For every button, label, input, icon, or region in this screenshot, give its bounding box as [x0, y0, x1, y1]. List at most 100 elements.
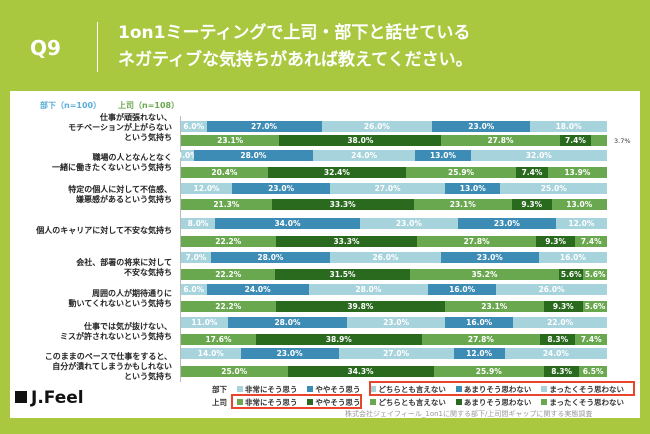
- bar-segment: 28.0%: [193, 150, 314, 161]
- bar-segment: 27.8%: [417, 236, 536, 247]
- category-label: このままのペースで仕事をすると、 自分が潰れてしまうかもしれない という気持ち: [44, 352, 172, 381]
- bar-segment: 16.0%: [428, 284, 497, 295]
- bar-segment: 24.0%: [504, 348, 607, 359]
- bar-segment: 13.0%: [551, 199, 607, 210]
- category-label: 特定の個人に対して不信感、 嫌悪感があるという気持ち: [68, 185, 172, 204]
- bar-segment: 23.1%: [445, 301, 544, 312]
- bar-segment: 23.0%: [359, 218, 458, 229]
- subordinate-bar: 6.0% 24.0% 28.0% 16.0% 26.0%: [181, 284, 607, 295]
- bar-segment: 23.0%: [347, 317, 446, 328]
- bar-segment: 23.1%: [181, 135, 280, 146]
- legend-subordinate: 部下 非常にそう思う ややそう思う どちらとも言えない あまりそう思わない まったくそう思…: [212, 384, 624, 395]
- subordinate-bar: 14.0% 23.0% 27.0% 12.0% 24.0%: [181, 348, 607, 359]
- legend-boss: 上司 非常にそう思う ややそう思う どちらとも言えない あまりそう思わない まったくそう思…: [212, 397, 624, 408]
- group-label-subordinate: 部下（n=100）: [40, 101, 102, 110]
- subordinate-bar: 7.0% 28.0% 26.0% 23.0% 16.0%: [181, 252, 607, 263]
- bar-segment: 24.0%: [206, 284, 309, 295]
- bar-segment: 7.4%: [575, 236, 607, 247]
- bar-segment: 33.3%: [271, 199, 414, 210]
- divider: [97, 22, 98, 72]
- bar-segment: 20.4%: [181, 167, 268, 178]
- bar-segment: 7.4%: [516, 167, 548, 178]
- bar-segment: 26.0%: [330, 252, 441, 263]
- bar-segment: 21.3%: [181, 199, 272, 210]
- bar-segment: 22.2%: [181, 236, 276, 247]
- category-label: 職場の人となんとなく 一緒に働きたくないという気持ち: [52, 153, 172, 172]
- bar-segment: 7.0%: [181, 252, 211, 263]
- bar-segment: 5.6%: [583, 301, 607, 312]
- bar-segment: 8.0%: [181, 218, 216, 229]
- legend-item: 非常にそう思う: [237, 397, 297, 408]
- bar-segment: 27.0%: [330, 183, 446, 194]
- bar-segment: 25.0%: [181, 366, 288, 377]
- legend-item: あまりそう思わない: [455, 397, 531, 408]
- bar-segment: 35.2%: [409, 269, 560, 280]
- category-label: 仕事では気が抜けない、 ミスが許されないという気持ち: [60, 322, 172, 341]
- subordinate-bar: 6.0% 27.0% 26.0% 23.0% 18.0%: [181, 121, 607, 132]
- bar-segment: 5.6%: [583, 269, 608, 280]
- bar-segment: 22.2%: [181, 269, 276, 280]
- bar-segment: 23.0%: [432, 121, 531, 132]
- bar-segment: 8.3%: [540, 334, 576, 345]
- title-line-2: ネガティブな気持ちがあれば教えてください。: [118, 50, 473, 70]
- outside-value-label: 3.7%: [614, 137, 631, 145]
- legend-item: 非常にそう思う: [237, 384, 297, 395]
- bar-segment: 27.0%: [206, 121, 322, 132]
- category-label: 仕事が頑張れない、 モチベーションが上がらない という気持ち: [68, 113, 172, 142]
- bar-segment: 13.0%: [445, 183, 501, 194]
- bar-segment: 39.8%: [275, 301, 446, 312]
- logo-text: J.Feel: [31, 388, 84, 408]
- bar-segment: 22.2%: [181, 301, 276, 312]
- boss-bar: 23.1% 38.0% 27.8% 7.4%: [181, 135, 607, 146]
- bar-segment: 27.8%: [441, 135, 560, 146]
- boss-bar: 25.0% 34.3% 25.9% 8.3% 6.5%: [181, 366, 607, 377]
- legend-item: ややそう思う: [307, 397, 360, 408]
- legend-title: 部下: [212, 385, 227, 394]
- bar-segment: 31.5%: [275, 269, 410, 280]
- bar-segment: 23.0%: [232, 183, 331, 194]
- bar-segment: 6.0%: [181, 284, 207, 295]
- bar-segment: 38.9%: [255, 334, 422, 345]
- boss-bar: 22.2% 31.5% 35.2% 5.6% 5.6%: [181, 269, 608, 280]
- logo-mark-icon: [15, 391, 27, 403]
- legend-item: あまりそう思わない: [455, 384, 531, 395]
- bar-segment: 24.0%: [313, 150, 416, 161]
- bar-segment: 12.0%: [555, 218, 607, 229]
- category-label: 個人のキャリアに対して不安な気持ち: [36, 226, 172, 235]
- bar-segment: 7.4%: [559, 135, 592, 146]
- page-title: 1on1ミーティングで上司・部下と話せている ネガティブな気持ちがあれば教えてくだ…: [118, 20, 473, 74]
- highlight-box-subordinate: [369, 381, 635, 396]
- bar-segment: 26.0%: [496, 284, 607, 295]
- boss-bar: 17.6% 38.9% 27.8% 8.3% 7.4%: [181, 334, 607, 345]
- bar-segment: 5.6%: [559, 269, 584, 280]
- bar-segment: 17.6%: [181, 334, 256, 345]
- bar-segment: 14.0%: [181, 348, 241, 359]
- legend-item: どちらとも言えない: [370, 384, 446, 395]
- bar-segment: 23.0%: [240, 348, 339, 359]
- bar-segment: 34.3%: [287, 366, 434, 377]
- legend-item: まったくそう思わない: [541, 384, 624, 395]
- bar-segment: 23.0%: [440, 252, 539, 263]
- bar-segment: 12.0%: [181, 183, 233, 194]
- logo: J.Feel: [15, 388, 84, 408]
- boss-bar: 20.4% 32.4% 25.9% 7.4% 13.9%: [181, 167, 607, 178]
- bar-segment: 13.0%: [415, 150, 471, 161]
- bar-segment: 9.3%: [535, 236, 576, 247]
- bar-segment: 32.0%: [470, 150, 607, 161]
- title-line-1: 1on1ミーティングで上司・部下と話せている: [118, 23, 471, 43]
- bar-segment: 33.3%: [275, 236, 418, 247]
- legend-item: まったくそう思わない: [541, 397, 624, 408]
- bar-segment: 32.4%: [267, 167, 406, 178]
- legend-title: 上司: [212, 398, 227, 407]
- bar-segment: 26.0%: [321, 121, 433, 132]
- legend-item: どちらとも言えない: [370, 397, 446, 408]
- bar-segment: 38.0%: [279, 135, 442, 146]
- subordinate-bar: 12.0% 23.0% 27.0% 13.0% 25.0%: [181, 183, 607, 194]
- legend-item: ややそう思う: [307, 384, 360, 395]
- bar-segment: 3.0%: [176, 150, 198, 161]
- subordinate-bar: 8.0% 34.0% 23.0% 23.0% 12.0%: [181, 218, 607, 229]
- subordinate-bar: 3.0% 28.0% 24.0% 13.0% 32.0%: [176, 150, 607, 161]
- subordinate-bar: 11.0% 28.0% 23.0% 16.0% 22.0%: [181, 317, 607, 328]
- bar-segment: 25.9%: [433, 366, 544, 377]
- bar-segment: 27.8%: [421, 334, 541, 345]
